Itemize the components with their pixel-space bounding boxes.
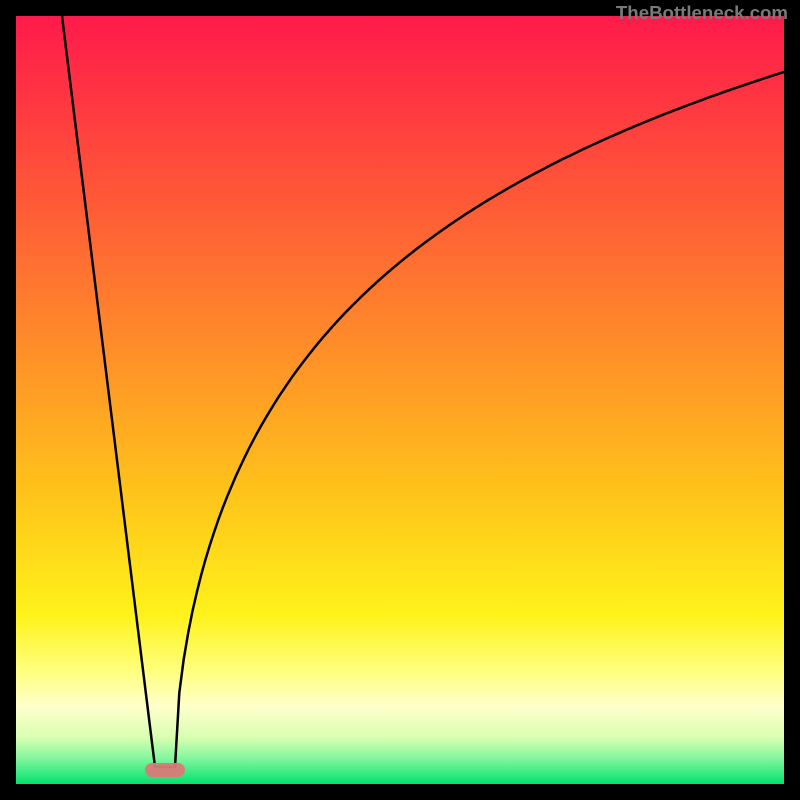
gradient-panel <box>16 16 784 784</box>
chart-svg <box>0 0 800 800</box>
watermark-text: TheBottleneck.com <box>616 2 788 24</box>
optimal-marker <box>145 763 185 777</box>
bottleneck-chart: TheBottleneck.com <box>0 0 800 800</box>
